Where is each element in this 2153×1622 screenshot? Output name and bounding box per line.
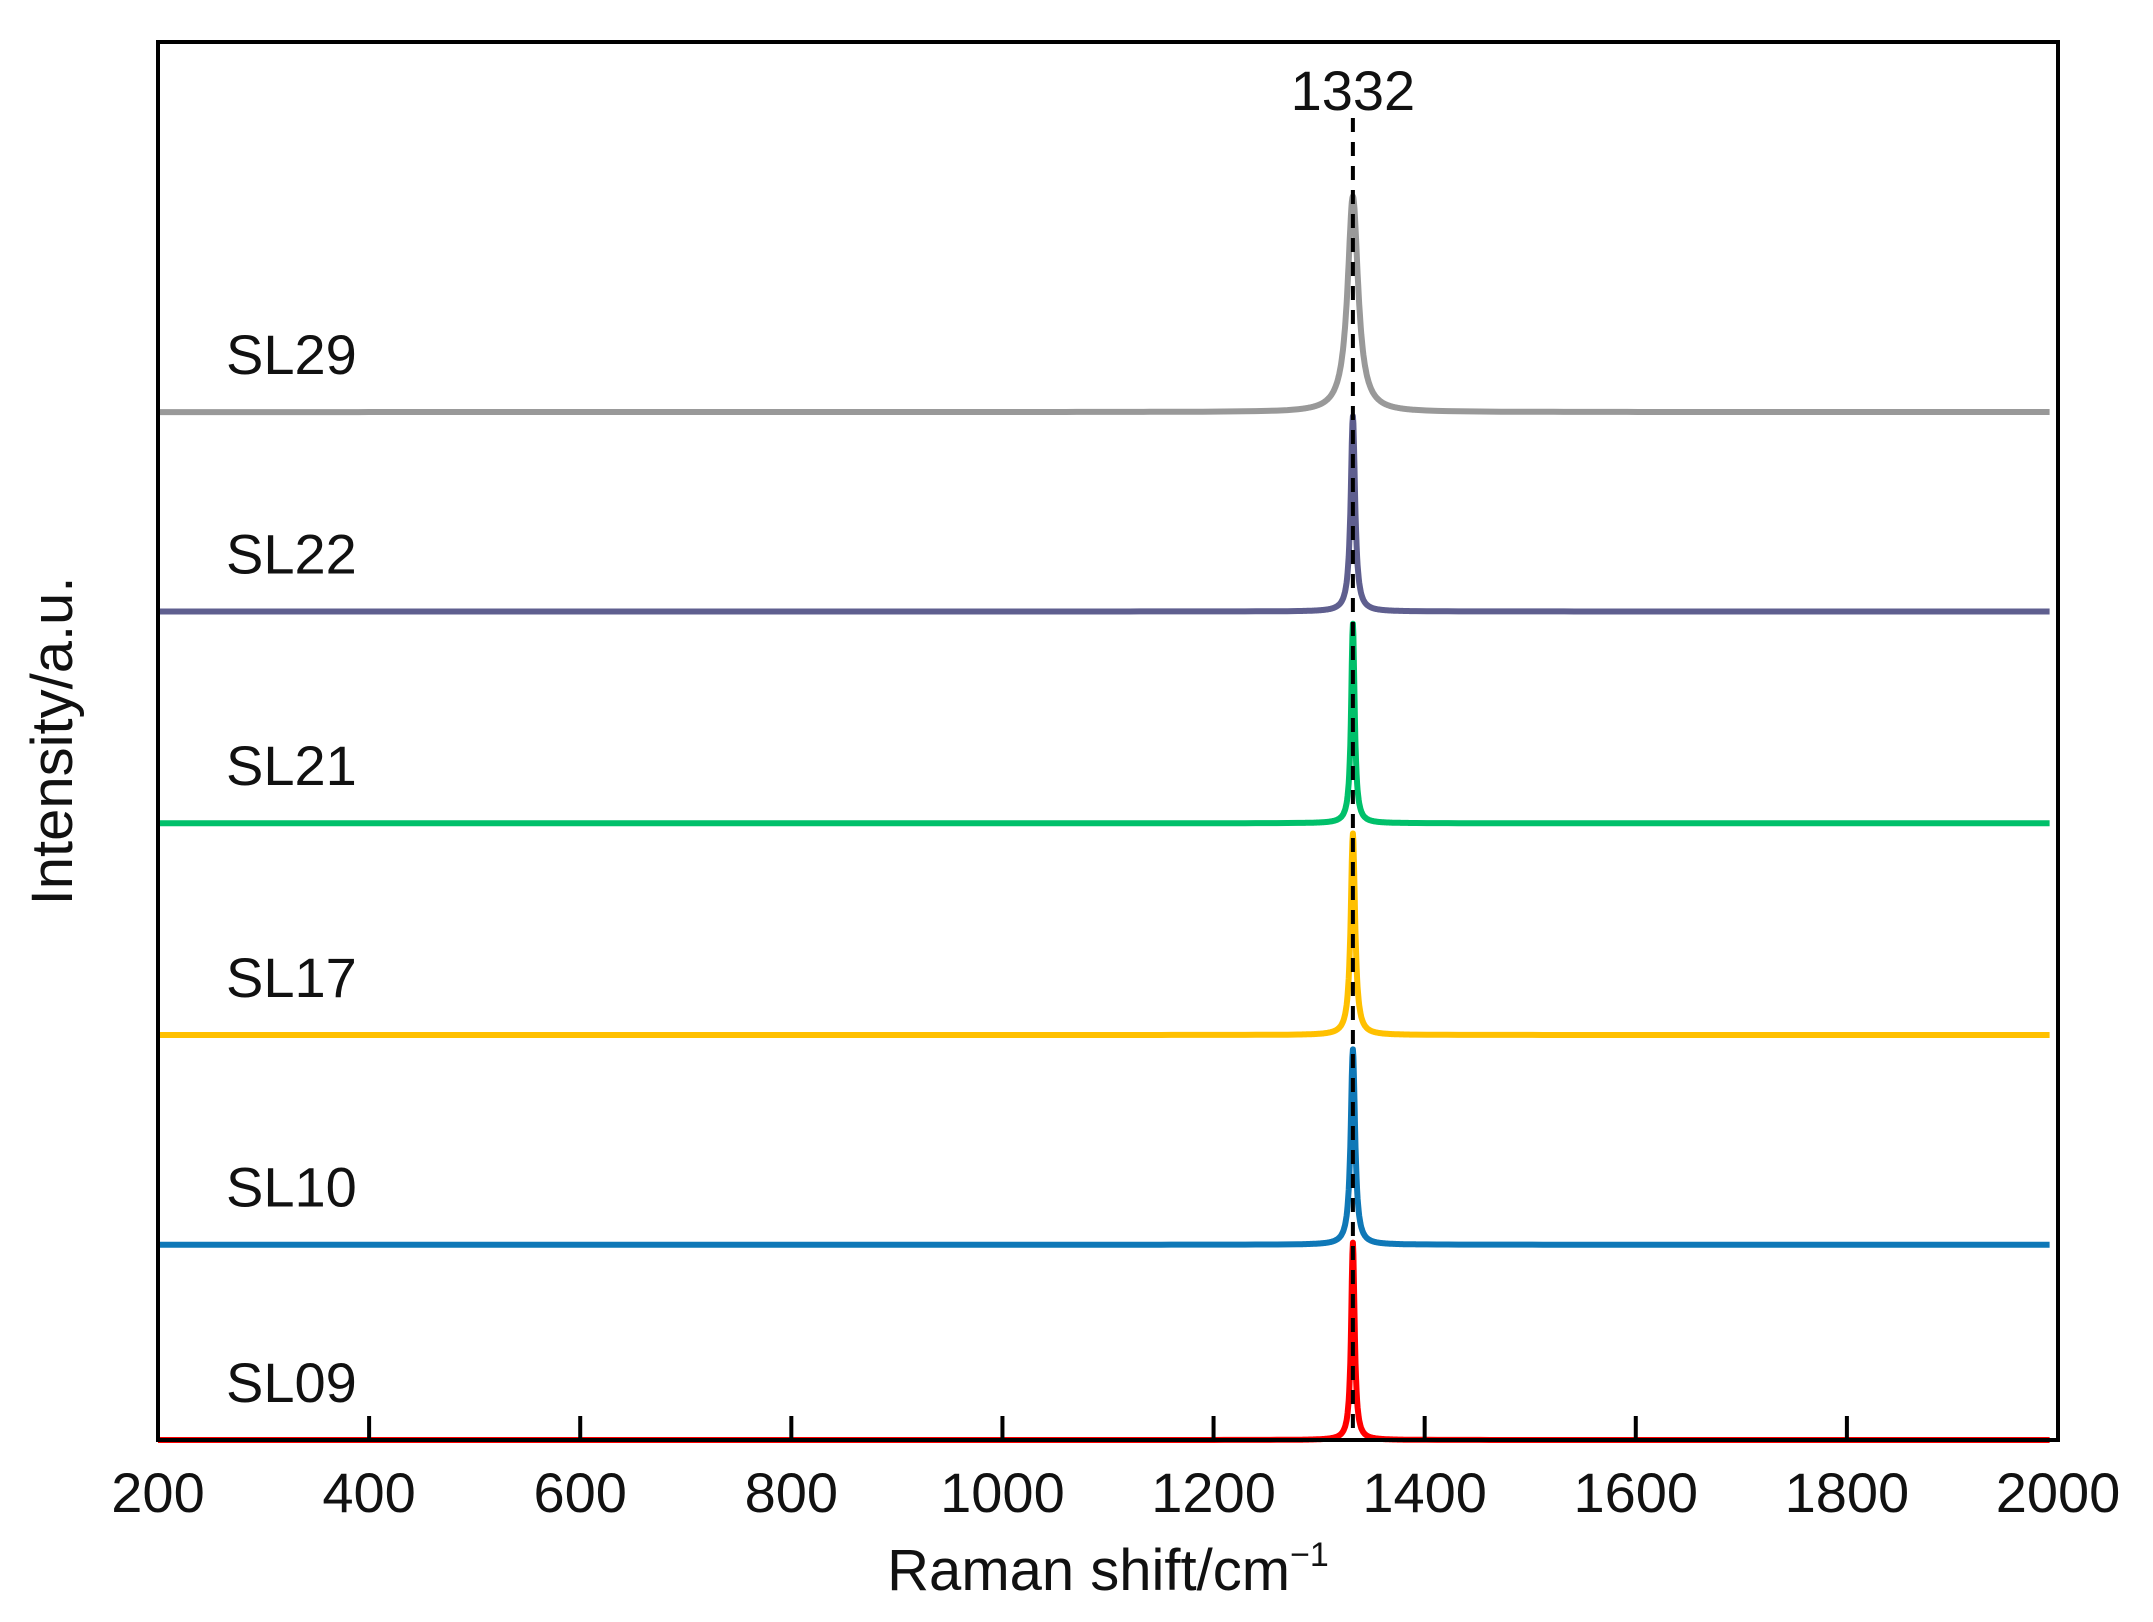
series-layer xyxy=(158,193,2050,1443)
series-label-sl09: SL09 xyxy=(226,1351,357,1414)
series-line-sl29 xyxy=(158,193,2050,416)
x-tick-label-400: 400 xyxy=(322,1461,415,1524)
x-tick-label-1600: 1600 xyxy=(1573,1461,1698,1524)
series-line-sl21 xyxy=(158,620,2050,827)
series-label-sl21: SL21 xyxy=(226,734,357,797)
x-tick-label-1000: 1000 xyxy=(940,1461,1065,1524)
series-label-sl22: SL22 xyxy=(226,522,357,585)
series-line-sl17 xyxy=(158,830,2050,1038)
x-tick-label-800: 800 xyxy=(745,1461,838,1524)
reference-line-label: 1332 xyxy=(1291,59,1416,122)
x-axis-title-superscript: −1 xyxy=(1290,1536,1329,1574)
y-axis-title: Intensity/a.u. xyxy=(20,577,85,906)
series-line-sl10 xyxy=(158,1046,2050,1248)
series-line-sl22 xyxy=(158,413,2050,615)
series-label-sl17: SL17 xyxy=(226,946,357,1009)
series-label-sl29: SL29 xyxy=(226,323,357,386)
x-axis-ticks: 200 400 600 800 1000 1200 1400 1600 1800 2000 xyxy=(111,1416,2120,1524)
x-tick-label-1200: 1200 xyxy=(1151,1461,1276,1524)
x-tick-label-200: 200 xyxy=(111,1461,204,1524)
x-tick-label-1800: 1800 xyxy=(1785,1461,1910,1524)
plot-frame xyxy=(156,40,2060,1442)
x-axis-title-text: Raman shift/cm xyxy=(887,1538,1290,1603)
series-labels: SL09 SL10 SL17 SL21 SL22 SL29 xyxy=(226,323,357,1414)
x-tick-label-600: 600 xyxy=(534,1461,627,1524)
x-axis-title: Raman shift/cm−1 xyxy=(887,1536,1329,1603)
x-tick-label-2000: 2000 xyxy=(1996,1461,2121,1524)
series-label-sl10: SL10 xyxy=(226,1156,357,1219)
series-line-sl09 xyxy=(158,1239,2050,1443)
x-tick-label-1400: 1400 xyxy=(1362,1461,1487,1524)
